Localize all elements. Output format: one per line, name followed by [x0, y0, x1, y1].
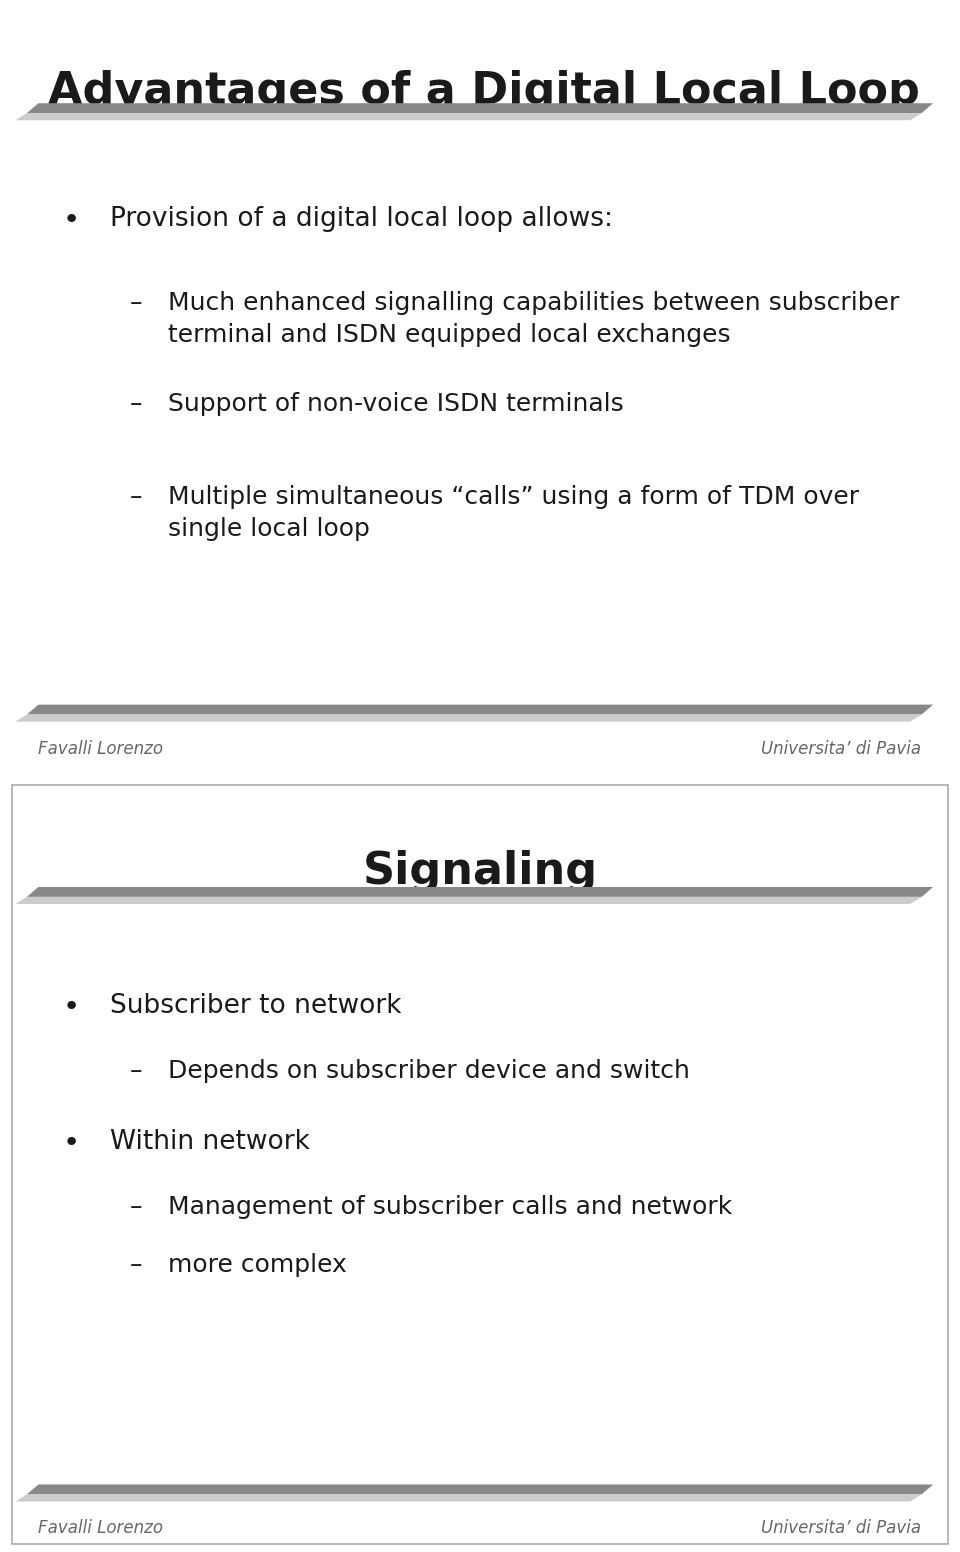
- Text: more complex: more complex: [168, 1254, 347, 1277]
- Polygon shape: [27, 705, 933, 714]
- Text: Favalli Lorenzo: Favalli Lorenzo: [38, 1519, 163, 1538]
- Text: Advantages of a Digital Local Loop: Advantages of a Digital Local Loop: [48, 70, 920, 113]
- Text: –: –: [130, 393, 142, 416]
- Polygon shape: [15, 714, 922, 722]
- Text: Support of non-voice ISDN terminals: Support of non-voice ISDN terminals: [168, 393, 624, 416]
- Text: –: –: [130, 1058, 142, 1083]
- Text: –: –: [130, 292, 142, 315]
- Text: •: •: [62, 205, 80, 234]
- Polygon shape: [27, 888, 933, 897]
- Polygon shape: [15, 113, 922, 121]
- Text: •: •: [62, 1130, 80, 1158]
- Text: Management of subscriber calls and network: Management of subscriber calls and netwo…: [168, 1195, 732, 1218]
- Text: Subscriber to network: Subscriber to network: [110, 993, 402, 1020]
- Polygon shape: [15, 897, 922, 903]
- Text: Provision of a digital local loop allows:: Provision of a digital local loop allows…: [110, 205, 613, 231]
- Text: Universita’ di Pavia: Universita’ di Pavia: [761, 740, 922, 757]
- Polygon shape: [15, 1495, 922, 1502]
- Text: •: •: [62, 993, 80, 1021]
- Text: Signaling: Signaling: [363, 850, 597, 892]
- Text: Much enhanced signalling capabilities between subscriber
terminal and ISDN equip: Much enhanced signalling capabilities be…: [168, 292, 900, 346]
- Text: Within network: Within network: [110, 1130, 310, 1155]
- Text: Universita’ di Pavia: Universita’ di Pavia: [761, 1519, 922, 1538]
- Text: Depends on subscriber device and switch: Depends on subscriber device and switch: [168, 1058, 690, 1083]
- Polygon shape: [27, 104, 933, 113]
- Text: –: –: [130, 1195, 142, 1218]
- Text: –: –: [130, 1254, 142, 1277]
- Text: –: –: [130, 484, 142, 509]
- Polygon shape: [27, 1484, 933, 1495]
- Text: Favalli Lorenzo: Favalli Lorenzo: [38, 740, 163, 757]
- Text: Multiple simultaneous “calls” using a form of TDM over
single local loop: Multiple simultaneous “calls” using a fo…: [168, 484, 859, 540]
